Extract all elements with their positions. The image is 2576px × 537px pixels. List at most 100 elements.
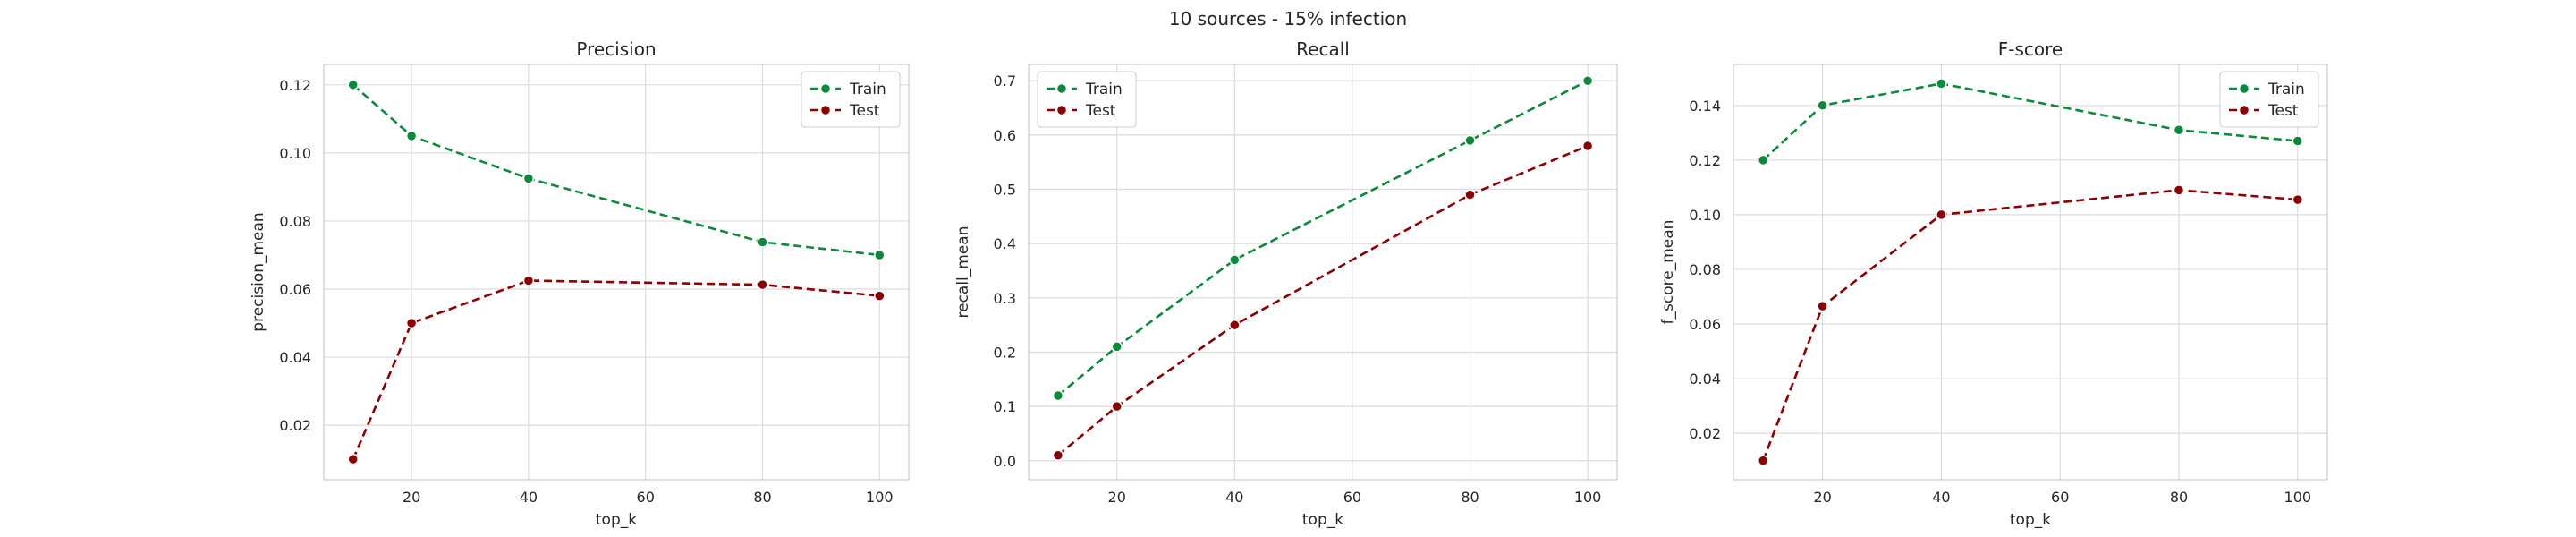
precision-legend-train-marker [819, 82, 832, 95]
precision-test-point [347, 453, 359, 465]
f-score-test-point [2173, 184, 2185, 196]
f-score-x-tick-label: 40 [1932, 489, 1950, 506]
precision-panel: 20 40 60 80 100 0.02 0.04 0.06 0.08 0.10 0.12 Preci… [250, 38, 910, 529]
recall-y-tick-label: 0.4 [994, 235, 1016, 252]
f-score-train-point [2292, 135, 2304, 147]
f-score-panel: 20 40 60 80 100 0.02 0.04 0.06 0.08 0.10 0.12 0.14 F… [1659, 38, 2328, 529]
precision-train-point [405, 130, 418, 142]
f-score-y-tick-label: 0.04 [1689, 371, 1721, 388]
recall-y-tick-label: 0.0 [994, 453, 1016, 470]
f-score-series-train [1757, 78, 2304, 166]
precision-test-line [352, 279, 880, 460]
precision-y-tick-label: 0.08 [279, 213, 311, 230]
f-score-y-tick-label: 0.12 [1689, 152, 1721, 169]
recall-title: Recall [1296, 38, 1350, 60]
f-score-y-tick-label: 0.06 [1689, 316, 1721, 333]
recall-test-point [1052, 449, 1064, 461]
recall-legend-test-marker [1055, 104, 1068, 116]
recall-x-tick-label: 40 [1225, 489, 1243, 506]
recall-panel: 20 40 60 80 100 0.0 0.1 0.2 0.3 0.4 0.5 0.6 0.7 Recal… [954, 38, 1618, 529]
f-score-y-tick-label: 0.10 [1689, 207, 1721, 224]
precision-test-point [405, 317, 418, 329]
precision-test-point [757, 278, 768, 291]
precision-grid [324, 64, 909, 480]
f-score-y-axis-label: f_score_mean [1659, 220, 1677, 325]
precision-series-test [347, 275, 886, 465]
precision-train-point [522, 173, 535, 184]
f-score-plot-frame [1733, 64, 2328, 481]
f-score-title: F-score [1998, 38, 2063, 60]
f-score-legend-train-marker [2238, 82, 2250, 95]
f-score-train-point [1757, 154, 1769, 166]
f-score-test-point [1757, 455, 1769, 466]
f-score-legend: Train Test [2219, 71, 2319, 128]
recall-train-line [1057, 80, 1589, 397]
recall-x-tick-label: 80 [1461, 489, 1479, 506]
precision-train-point [347, 79, 359, 91]
recall-train-point [1052, 389, 1064, 402]
recall-y-tick-label: 0.5 [994, 182, 1016, 199]
precision-x-tick-label: 40 [520, 489, 538, 506]
precision-train-point [874, 249, 886, 261]
precision-legend-test-marker [819, 104, 832, 116]
precision-y-tick-label: 0.02 [279, 417, 311, 434]
recall-y-tick-label: 0.7 [994, 72, 1016, 90]
recall-series-train [1052, 74, 1594, 402]
recall-y-tick-label: 0.1 [994, 398, 1016, 415]
recall-test-line [1057, 144, 1589, 456]
recall-legend-train-label: Train [1085, 81, 1123, 98]
f-score-x-tick-label: 100 [2284, 489, 2312, 506]
precision-legend: Train Test [801, 71, 901, 128]
recall-legend-train-marker [1055, 82, 1068, 95]
precision-x-tick-label: 20 [402, 489, 420, 506]
recall-y-tick-label: 0.3 [994, 290, 1016, 307]
f-score-train-point [2173, 124, 2185, 136]
recall-grid [1029, 64, 1617, 480]
precision-y-tick-label: 0.10 [279, 145, 311, 162]
recall-test-point [1229, 319, 1241, 331]
figure-title: 10 sources - 15% infection [1169, 8, 1407, 30]
recall-train-point [1111, 341, 1123, 353]
f-score-train-point [1817, 99, 1828, 112]
recall-train-point [1229, 254, 1241, 266]
f-score-test-line [1761, 189, 2298, 462]
recall-legend-test-label: Test [1085, 102, 1116, 120]
precision-y-tick-label: 0.06 [279, 281, 311, 298]
precision-x-axis-label: top_k [596, 511, 637, 529]
recall-y-tick-label: 0.6 [994, 127, 1016, 144]
f-score-x-tick-label: 60 [2051, 489, 2069, 506]
recall-plot-frame [1028, 64, 1618, 481]
recall-test-point [1111, 400, 1123, 413]
precision-test-point [522, 275, 535, 286]
f-score-train-point [1936, 78, 1947, 90]
precision-train-line [352, 83, 880, 257]
precision-title: Precision [576, 38, 656, 60]
f-score-legend-train-label: Train [2267, 81, 2305, 98]
f-score-test-point [1936, 209, 1947, 221]
precision-y-axis-label: precision_mean [250, 212, 267, 331]
precision-x-tick-label: 80 [753, 489, 771, 506]
f-score-legend-test-marker [2238, 104, 2250, 116]
f-score-y-tick-label: 0.14 [1689, 98, 1721, 115]
recall-x-axis-label: top_k [1302, 511, 1343, 529]
f-score-x-tick-label: 80 [2170, 489, 2188, 506]
recall-legend: Train Test [1037, 71, 1137, 128]
recall-x-tick-label: 100 [1574, 489, 1602, 506]
precision-legend-test-label: Test [849, 102, 880, 120]
precision-series-train [347, 79, 886, 261]
precision-train-point [757, 236, 768, 248]
f-score-test-point [1817, 300, 1828, 312]
recall-test-point [1581, 140, 1594, 152]
f-score-legend-test-label: Test [2267, 102, 2299, 120]
recall-x-tick-label: 60 [1343, 489, 1361, 506]
recall-y-axis-label: recall_mean [954, 226, 972, 319]
f-score-test-point [2292, 193, 2304, 206]
f-score-series-test [1757, 184, 2304, 466]
subplots: 20 40 60 80 100 0.02 0.04 0.06 0.08 0.10 0.12 Preci… [250, 38, 2328, 529]
f-score-y-tick-label: 0.02 [1689, 425, 1721, 442]
precision-legend-train-label: Train [849, 81, 886, 98]
recall-y-tick-label: 0.2 [994, 344, 1016, 361]
precision-test-point [874, 290, 886, 302]
recall-test-point [1464, 189, 1476, 200]
f-score-x-tick-label: 20 [1813, 489, 1831, 506]
